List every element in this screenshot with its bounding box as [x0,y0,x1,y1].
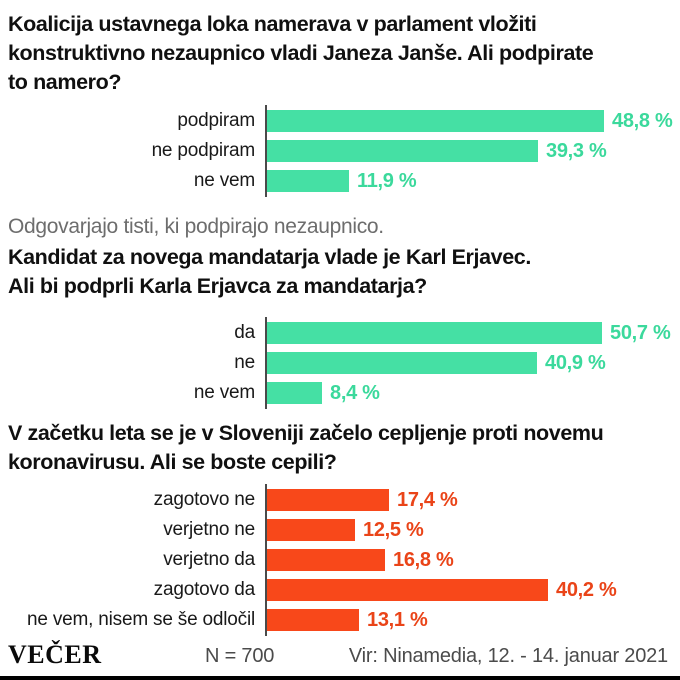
bar-area: 13,1 % [267,609,668,632]
bar-area: 11,9 % [267,170,668,193]
sample-size-label: N = 700 [205,645,275,667]
chart-row: verjetno da 16,8 % [8,549,668,571]
question-line: konstruktivno nezaupnico vladi Janeza Ja… [8,41,594,65]
category-label: verjetno da [163,549,255,570]
bar-area: 17,4 % [267,489,668,512]
category-label: zagotovo ne [153,489,256,510]
question-line: Kandidat za novega mandatarja vlade je K… [8,245,531,269]
bar-area: 16,8 % [267,549,668,572]
category-label: verjetno ne [163,519,255,540]
question-line: Koalicija ustavnega loka namerava v parl… [8,12,537,36]
chart-row: ne vem, nisem se še odločil 13,1 % [8,609,668,631]
chart-row: da 50,7 % [8,321,671,345]
vecer-logo: VEČER [8,640,102,669]
chart-row: ne vem 11,9 % [8,170,668,192]
value-label: 40,2 % [556,578,617,601]
axis-line [265,317,267,409]
question-line: to namero? [8,70,122,94]
question-line: Ali bi podprli Karla Erjavca za mandatar… [8,274,427,298]
bar-area: 50,7 % [267,321,671,345]
bar [267,110,604,132]
bar-area: 40,9 % [267,352,668,375]
bar [267,322,602,344]
value-label: 40,9 % [545,351,606,374]
value-label: 48,8 % [612,109,673,132]
chart-row: zagotovo ne 17,4 % [8,489,668,511]
category-label: ne vem [193,382,255,403]
bar-chart: podpiram 48,8 % ne podpiram 39,3 % ne vem 11,… [8,105,673,197]
chart-row: ne vem 8,4 % [8,382,668,404]
value-label: 11,9 % [357,169,417,192]
bar-area: 40,2 % [267,579,668,602]
bar [267,489,389,511]
value-label: 17,4 % [397,488,458,511]
question-line: koronavirusu. Ali se boste cepili? [8,450,337,474]
survey-section: Odgovarjajo tisti, ki podpirajo nezaupni… [8,213,671,409]
footer: VEČER N = 700 Vir: Ninamedia, 12. - 14. … [8,640,668,670]
value-label: 8,4 % [330,381,380,404]
bar [267,549,385,571]
chart-row: verjetno ne 12,5 % [8,519,668,541]
bottom-rule [0,676,680,680]
section-question: Koalicija ustavnega loka namerava v parl… [8,10,668,97]
bar [267,382,322,404]
axis-line [265,105,267,197]
bar-area: 48,8 % [267,109,673,133]
bar [267,579,548,601]
section-subtitle: Odgovarjajo tisti, ki podpirajo nezaupni… [8,215,384,238]
source-attribution: Vir: Ninamedia, 12. - 14. januar 2021 [348,645,668,667]
value-label: 50,7 % [610,321,671,344]
question-line: V začetku leta se je v Sloveniji začelo … [8,421,604,445]
section-question: V začetku leta se je v Sloveniji začelo … [8,419,668,477]
survey-section: Koalicija ustavnega loka namerava v parl… [8,10,673,197]
chart-row: podpiram 48,8 % [8,110,673,132]
survey-sections: Koalicija ustavnega loka namerava v parl… [8,10,673,636]
bar [267,170,349,192]
category-label: ne vem [193,170,255,191]
axis-line [265,484,267,636]
bar [267,519,355,541]
survey-section: V začetku leta se je v Sloveniji začelo … [8,419,668,636]
value-label: 39,3 % [546,139,607,162]
bar-area: 39,3 % [267,140,668,163]
category-label: podpiram [177,110,255,131]
value-label: 16,8 % [393,548,454,571]
bar [267,609,359,631]
chart-row: ne 40,9 % [8,352,668,374]
category-label: zagotovo da [153,579,256,600]
value-label: 12,5 % [363,518,424,541]
bar-area: 12,5 % [267,519,668,542]
chart-row: zagotovo da 40,2 % [8,579,668,601]
chart-row: ne podpiram 39,3 % [8,140,668,162]
bar [267,140,538,162]
value-label: 13,1 % [367,608,428,631]
bar-chart: zagotovo ne 17,4 % verjetno ne 12,5 % verjet… [8,484,668,636]
section-question: Kandidat za novega mandatarja vlade je K… [8,243,668,301]
category-label: da [234,322,255,343]
category-label: ne [234,352,255,373]
bar-area: 8,4 % [267,382,668,405]
category-label: ne podpiram [151,140,256,161]
bar [267,352,537,374]
bar-chart: da 50,7 % ne 40,9 % ne vem 8,4 % [8,317,671,409]
category-label: ne vem, nisem se še odločil [27,609,255,630]
